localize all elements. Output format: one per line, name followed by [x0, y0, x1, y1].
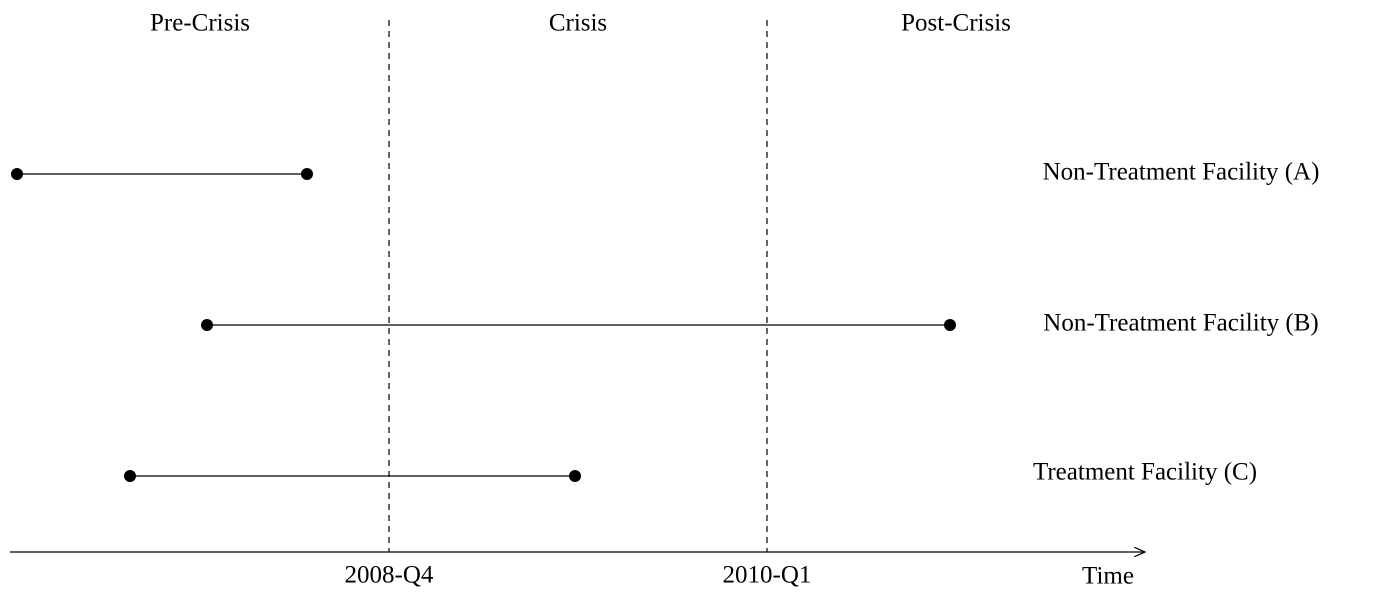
axis-label: Time: [1082, 563, 1134, 590]
span-end: [944, 319, 956, 331]
period-label: Pre-Crisis: [150, 10, 250, 37]
facility-c: Treatment Facility (C): [124, 459, 1257, 486]
span-start: [201, 319, 213, 331]
facility-label: Treatment Facility (C): [1033, 459, 1257, 486]
span-start: [124, 470, 136, 482]
facility-label: Non-Treatment Facility (B): [1043, 310, 1318, 337]
span-start: [11, 168, 23, 180]
period-label: Post-Crisis: [901, 10, 1011, 37]
period-label: Crisis: [549, 10, 607, 37]
facility-a: Non-Treatment Facility (A): [11, 159, 1319, 186]
boundary-label: 2008-Q4: [345, 562, 434, 589]
facility-b: Non-Treatment Facility (B): [201, 310, 1319, 337]
facility-label: Non-Treatment Facility (A): [1043, 159, 1320, 186]
span-end: [301, 168, 313, 180]
span-end: [569, 470, 581, 482]
boundary-label: 2010-Q1: [723, 562, 812, 589]
